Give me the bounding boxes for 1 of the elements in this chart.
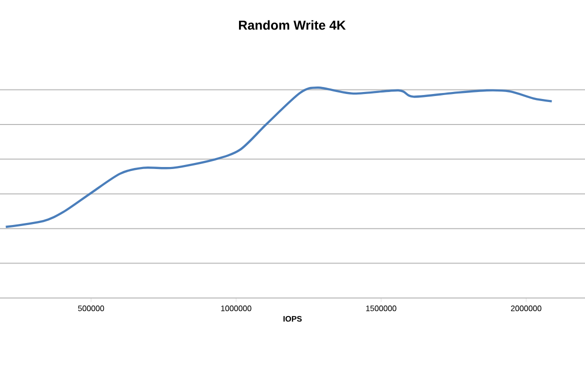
chart-title: Random Write 4K xyxy=(239,20,346,30)
